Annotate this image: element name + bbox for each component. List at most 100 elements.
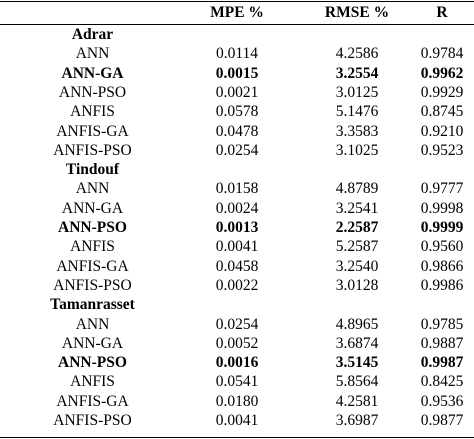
table-row: ANN-GA 0.0024 3.2541 0.9998 <box>0 198 474 219</box>
model-cell: ANFIS <box>70 373 115 391</box>
r-cell: 0.9523 <box>420 141 464 159</box>
model-cell: ANN <box>75 315 110 333</box>
r-cell: 0.9962 <box>420 64 464 82</box>
mpe-cell: 0.0541 <box>215 373 259 391</box>
rmse-cell: 5.2587 <box>335 238 379 256</box>
table-top-rule <box>0 1 474 2</box>
mpe-cell: 0.0013 <box>215 219 259 236</box>
header-mpe: MPE % <box>210 4 264 21</box>
model-cell: ANN-PSO <box>58 354 127 372</box>
model-cell: ANFIS <box>70 103 115 121</box>
rmse-cell: 3.6987 <box>335 412 379 429</box>
r-cell: 0.9887 <box>420 334 464 352</box>
rmse-cell: 3.1025 <box>335 141 379 159</box>
mpe-cell: 0.0022 <box>215 276 259 294</box>
rmse-cell: 2.2587 <box>335 219 379 236</box>
r-cell: 0.9785 <box>420 315 464 333</box>
table-row: ANN 0.0254 4.8965 0.9785 <box>0 314 474 335</box>
mpe-cell: 0.0254 <box>215 141 259 159</box>
rmse-cell: 3.3583 <box>335 122 379 140</box>
table-row: ANFIS 0.0541 5.8564 0.8425 <box>0 371 474 392</box>
table-row: ANN-PSO 0.0013 2.2587 0.9999 <box>0 217 474 238</box>
mpe-cell: 0.0016 <box>215 354 259 372</box>
mpe-cell: 0.0021 <box>215 83 259 101</box>
r-cell: 0.9866 <box>420 257 464 275</box>
model-cell: ANFIS-PSO <box>53 412 132 429</box>
r-cell: 0.8745 <box>420 103 464 121</box>
table-row: ANFIS 0.0578 5.1476 0.8745 <box>0 101 474 122</box>
model-cell: ANN-PSO <box>58 219 127 236</box>
group-header-row: Tindouf <box>0 159 474 180</box>
r-cell: 0.9929 <box>420 83 464 101</box>
rmse-cell: 4.8965 <box>335 315 379 333</box>
model-cell: ANN-GA <box>61 199 124 217</box>
r-cell: 0.9536 <box>420 392 464 410</box>
mpe-cell: 0.0578 <box>215 103 259 121</box>
mpe-cell: 0.0254 <box>215 315 259 333</box>
r-cell: 0.9877 <box>420 412 464 429</box>
r-cell: 0.9987 <box>420 354 464 372</box>
model-cell: ANFIS-GA <box>56 257 129 275</box>
table-row: ANN 0.0158 4.8789 0.9777 <box>0 178 474 199</box>
rmse-cell: 3.2540 <box>335 257 379 275</box>
table-row: ANFIS-PSO 0.0254 3.1025 0.9523 <box>0 140 474 161</box>
table-bottom-rule <box>0 437 474 438</box>
model-cell: ANN-GA <box>61 334 124 352</box>
r-cell: 0.9784 <box>420 45 464 63</box>
mpe-cell: 0.0458 <box>215 257 259 275</box>
table-row: ANN-PSO 0.0021 3.0125 0.9929 <box>0 82 474 103</box>
model-cell: ANFIS-PSO <box>53 276 132 294</box>
header-r: R <box>436 4 448 21</box>
table-row: ANFIS 0.0041 5.2587 0.9560 <box>0 236 474 257</box>
mpe-cell: 0.0158 <box>215 180 259 198</box>
rmse-cell: 4.8789 <box>335 180 379 198</box>
model-cell: ANFIS <box>70 238 115 256</box>
r-cell: 0.8425 <box>420 373 464 391</box>
model-cell: ANN-GA <box>61 64 124 82</box>
rmse-cell: 3.0128 <box>335 276 379 294</box>
mpe-cell: 0.0478 <box>215 122 259 140</box>
header-rmse: RMSE % <box>324 4 390 21</box>
table-row: ANFIS-PSO 0.0041 3.6987 0.9877 <box>0 410 474 431</box>
model-cell: ANFIS-GA <box>56 122 129 140</box>
mpe-cell: 0.0114 <box>215 45 259 63</box>
r-cell: 0.9999 <box>420 219 464 236</box>
table-row: ANFIS-GA 0.0478 3.3583 0.9210 <box>0 121 474 142</box>
model-cell: ANN-PSO <box>58 83 127 101</box>
table-row: ANN-GA 0.0015 3.2554 0.9962 <box>0 63 474 84</box>
group-header-row: Adrar <box>0 24 474 45</box>
model-cell: ANFIS-GA <box>56 392 129 410</box>
mpe-cell: 0.0024 <box>215 199 259 217</box>
r-cell: 0.9998 <box>420 199 464 217</box>
rmse-cell: 3.2541 <box>335 199 379 217</box>
mpe-cell: 0.0015 <box>215 64 259 82</box>
mpe-cell: 0.0041 <box>215 238 259 256</box>
rmse-cell: 3.6874 <box>335 334 379 352</box>
group-name: Adrar <box>71 26 114 43</box>
table-row: ANN-PSO 0.0016 3.5145 0.9987 <box>0 352 474 373</box>
rmse-cell: 4.2581 <box>335 392 379 410</box>
rmse-cell: 5.1476 <box>335 103 379 121</box>
table-row: ANFIS-GA 0.0180 4.2581 0.9536 <box>0 391 474 412</box>
mpe-cell: 0.0052 <box>215 334 259 352</box>
r-cell: 0.9777 <box>420 180 464 198</box>
model-cell: ANN <box>75 45 110 63</box>
header-rule <box>0 24 474 25</box>
group-header-row: Tamanrasset <box>0 294 474 315</box>
r-cell: 0.9210 <box>420 122 464 140</box>
rmse-cell: 3.2554 <box>335 64 379 82</box>
table-header-row: MPE % RMSE % R <box>0 2 474 23</box>
model-cell: ANN <box>75 180 110 198</box>
rmse-cell: 5.8564 <box>335 373 379 391</box>
mpe-cell: 0.0041 <box>215 412 259 429</box>
table-row: ANN 0.0114 4.2586 0.9784 <box>0 43 474 64</box>
rmse-cell: 4.2586 <box>335 45 379 63</box>
r-cell: 0.9986 <box>420 276 464 294</box>
r-cell: 0.9560 <box>420 238 464 256</box>
rmse-cell: 3.0125 <box>335 83 379 101</box>
group-name: Tindouf <box>65 161 120 179</box>
model-cell: ANFIS-PSO <box>53 141 132 159</box>
group-name: Tamanrasset <box>50 296 135 314</box>
table-row: ANFIS-PSO 0.0022 3.0128 0.9986 <box>0 275 474 296</box>
